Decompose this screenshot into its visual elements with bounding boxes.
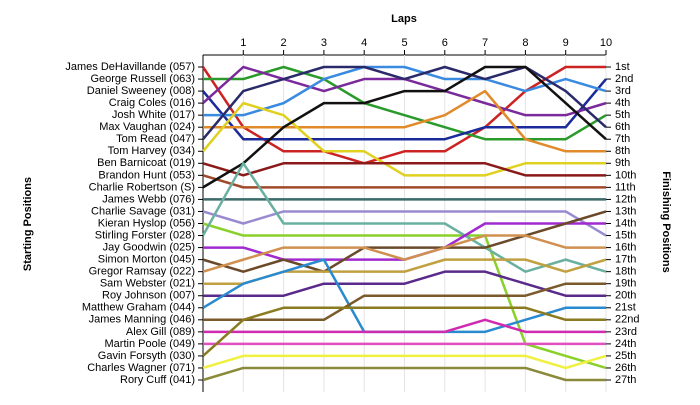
y2-tick-label: 12th <box>615 193 636 205</box>
x-axis-title: Laps <box>391 13 417 25</box>
starting-label: Ben Barnicoat (019) <box>97 157 195 169</box>
driver-line <box>202 222 607 370</box>
driver-line <box>202 101 606 177</box>
starting-label: Craig Coles (016) <box>109 97 195 109</box>
y2-axis-title: Finishing Positions <box>660 171 672 272</box>
starting-label: Josh White (017) <box>112 109 195 121</box>
starting-label: Matthew Graham (044) <box>82 302 195 314</box>
starting-label: Rory Cuff (041) <box>120 374 195 386</box>
y2-tick-label: 1st <box>615 61 630 73</box>
y2-tick-label: 26th <box>615 362 636 374</box>
y2-tick-label: 10th <box>615 169 636 181</box>
driver-line <box>202 174 606 189</box>
driver-line <box>202 306 606 357</box>
driver-line <box>203 282 606 322</box>
x-tick-label: 3 <box>321 37 327 49</box>
starting-label: Gavin Forsyth (030) <box>98 350 195 362</box>
driver-line <box>202 65 607 141</box>
y2-tick-label: 25th <box>615 350 636 362</box>
starting-label: Martin Poole (049) <box>105 338 196 350</box>
driver-line <box>202 65 607 189</box>
driver-line <box>203 270 606 297</box>
y2-tick-label: 23rd <box>615 326 637 338</box>
y2-tick-label: 24th <box>615 338 636 350</box>
driver-line <box>202 354 607 370</box>
x-tick-label: 10 <box>600 37 612 49</box>
starting-label: Simon Morton (045) <box>98 254 195 266</box>
starting-label: George Russell (063) <box>90 73 195 85</box>
y2-tick-label: 19th <box>615 278 636 290</box>
starting-label: James DeHavillande (057) <box>65 61 195 73</box>
y2-tick-label: 6th <box>615 121 630 133</box>
starting-label: Alex Gill (089) <box>126 326 195 338</box>
y2-tick-label: 11th <box>615 181 636 193</box>
x-tick-label: 6 <box>442 37 448 49</box>
y2-tick-label: 22nd <box>615 314 639 326</box>
driver-line <box>202 210 607 237</box>
driver-line <box>202 210 607 273</box>
driver-line <box>203 89 606 153</box>
y2-tick-label: 27th <box>615 374 636 386</box>
driver-line <box>202 162 606 177</box>
driver-line <box>201 65 606 165</box>
y2-tick-label: 18th <box>615 266 636 278</box>
starting-label: Daniel Sweeney (008) <box>87 85 195 97</box>
starting-label: Brandon Hunt (053) <box>98 169 195 181</box>
y2-tick-label: 17th <box>615 254 636 266</box>
driver-line <box>202 366 606 382</box>
y2-tick-label: 13th <box>615 205 636 217</box>
y2-tick-label: 20th <box>615 290 636 302</box>
starting-label: James Webb (076) <box>102 193 195 205</box>
y2-tick-label: 3rd <box>615 85 631 97</box>
x-tick-label: 9 <box>563 37 569 49</box>
y2-tick-label: 4th <box>615 97 630 109</box>
starting-label: Kieran Hyslop (056) <box>98 217 195 229</box>
x-tick-label: 7 <box>482 37 488 49</box>
starting-label: Charles Wagner (071) <box>87 362 195 374</box>
y2-tick-label: 9th <box>615 157 630 169</box>
starting-label: Jay Goodwin (025) <box>103 241 195 253</box>
y2-tick-label: 16th <box>615 241 636 253</box>
starting-label: Gregor Ramsay (022) <box>89 266 195 278</box>
starting-label: Max Vaughan (024) <box>99 121 195 133</box>
x-tick-label: 2 <box>281 37 287 49</box>
starting-label: Roy Johnson (007) <box>102 290 195 302</box>
x-tick-label: 8 <box>522 37 528 49</box>
driver-line <box>202 234 606 273</box>
driver-line <box>201 162 607 273</box>
driver-line <box>203 318 606 334</box>
y2-tick-label: 7th <box>615 133 630 145</box>
starting-label: Tom Harvey (034) <box>108 145 195 157</box>
starting-label: Sam Webster (021) <box>100 278 195 290</box>
starting-label: Charlie Robertson (S) <box>89 181 195 193</box>
starting-label: Charlie Savage (031) <box>91 205 195 217</box>
y2-tick-label: 15th <box>615 229 636 241</box>
y2-tick-label: 8th <box>615 145 630 157</box>
y2-tick-label: 5th <box>615 109 630 121</box>
x-tick-label: 5 <box>401 37 407 49</box>
starting-label: James Manning (046) <box>89 314 195 326</box>
starting-label: Tom Read (047) <box>116 133 195 145</box>
driver-line <box>203 65 607 141</box>
driver-line <box>203 65 607 117</box>
y2-tick-label: 21st <box>615 302 636 314</box>
x-tick-label: 1 <box>240 37 246 49</box>
y2-tick-label: 2nd <box>615 73 633 85</box>
y-axis-title: Starting Positions <box>22 177 34 271</box>
starting-label: Stirling Forster (028) <box>95 229 195 241</box>
y2-tick-label: 14th <box>615 217 636 229</box>
x-tick-label: 4 <box>361 37 367 49</box>
